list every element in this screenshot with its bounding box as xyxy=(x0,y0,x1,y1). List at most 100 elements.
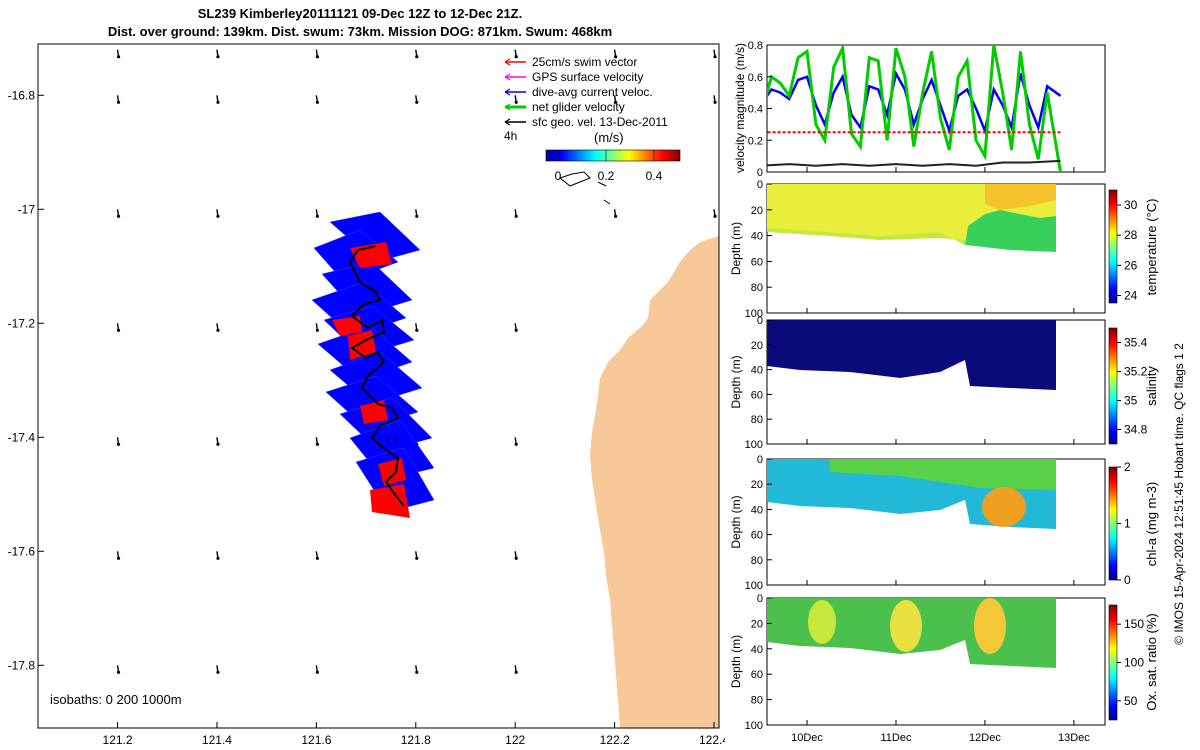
cbar-tick-label: 26 xyxy=(1124,258,1138,272)
time-tick-label: 11Dec xyxy=(880,732,911,744)
current-vector-head xyxy=(514,670,518,674)
legend-extra-label: 4h xyxy=(504,129,517,143)
map-cbar-tick-label: 0.2 xyxy=(598,169,615,183)
figure-title: SL239 Kimberley20111121 09-Dec 12Z to 12… xyxy=(197,6,523,21)
swim-vector-patch xyxy=(370,484,410,518)
map-x-tick-label: 122.2 xyxy=(600,733,630,747)
oxygen-colorbar xyxy=(1108,604,1118,721)
depth-tick-label: 80 xyxy=(751,282,763,294)
current-vector-head xyxy=(514,328,518,332)
cbar-tick-label: 35.4 xyxy=(1124,336,1148,350)
temperature-field-mid xyxy=(767,228,965,245)
legend-label: GPS surface velocity xyxy=(532,70,643,84)
current-vector-head xyxy=(415,328,419,332)
current-vector-head xyxy=(614,214,618,218)
map-x-axis: 121.2 121.4 121.6 121.8 122 122.2 122.4 xyxy=(103,722,725,747)
current-vector-head xyxy=(415,670,419,674)
temperature-cbar-label: temperature (°C) xyxy=(1144,199,1159,296)
cbar-tick-label: 0 xyxy=(1124,573,1131,587)
depth-tick-label: 100 xyxy=(745,439,763,451)
current-vector-head xyxy=(116,670,121,674)
depth-ylabel: Depth (m) xyxy=(729,355,743,408)
velocity-ylabel: velocity magnitude (m/s) xyxy=(733,43,747,173)
velocity-series-line xyxy=(767,159,1061,167)
map-y-tick-label: -16.8 xyxy=(8,88,36,102)
cbar-tick-label: 30 xyxy=(1124,198,1138,212)
current-vector-head xyxy=(216,442,220,446)
current-vector-head xyxy=(116,100,121,104)
cbar-tick-label: 150 xyxy=(1124,617,1144,631)
current-vector-head xyxy=(415,100,419,104)
figure-subtitle: Dist. over ground: 139km. Dist. swum: 73… xyxy=(107,24,613,39)
time-tick-label: 12Dec xyxy=(969,732,1001,744)
time-tick-label: 13Dec xyxy=(1058,732,1090,744)
map-x-tick-label: 122.4 xyxy=(699,733,725,747)
current-vector-head xyxy=(514,100,518,104)
map-x-tick-label: 121.4 xyxy=(202,733,232,747)
current-vector-head xyxy=(415,214,419,218)
salinity-cbar-label: salinity xyxy=(1144,366,1159,406)
map-x-tick-label: 122 xyxy=(505,733,525,747)
swim-vector-patch xyxy=(348,330,376,360)
cbar-tick-label: 100 xyxy=(1124,656,1144,670)
current-vector-head xyxy=(116,214,121,218)
oxygen-panel xyxy=(766,597,1106,726)
cbar-tick-label: 1 xyxy=(1124,517,1131,531)
cbar-tick-label: 28 xyxy=(1124,228,1138,242)
land-mass xyxy=(590,236,719,728)
depth-ylabel: Depth (m) xyxy=(729,222,743,275)
colorbar-units: (m/s) xyxy=(594,130,624,145)
depth-tick-label: 100 xyxy=(745,308,763,320)
cbar-tick-label: 50 xyxy=(1124,694,1138,708)
oxygen-high-2 xyxy=(890,600,922,652)
current-vector-head xyxy=(216,670,220,674)
map-y-tick-label: -17.2 xyxy=(8,316,36,330)
current-vector-head xyxy=(614,100,618,104)
depth-tick-label: 40 xyxy=(751,231,763,243)
velocity-series-line xyxy=(767,45,1062,172)
glider-track xyxy=(348,245,405,507)
legend-arrowhead xyxy=(504,118,511,126)
chla-panel xyxy=(766,458,1106,586)
current-vector-head xyxy=(415,55,419,59)
depth-tick-label: 0 xyxy=(757,179,763,191)
map-y-tick-label: -17.6 xyxy=(8,544,36,558)
depth-tick-label: 40 xyxy=(751,644,763,656)
map-colorbar-ticks: 0 0.2 0.4 xyxy=(555,150,663,183)
chla-cbar-label: chl-a (mg m-3) xyxy=(1144,482,1159,567)
current-vector-head xyxy=(315,556,319,560)
chla-bloom xyxy=(982,487,1026,527)
legend-arrowhead xyxy=(504,58,511,66)
colorbar-ticks: 24 26 28 30 34.8 35 35.2 35.4 0 1 2 50 100 150 xyxy=(1117,198,1148,708)
depth-tick-label: 60 xyxy=(751,256,763,268)
depth-tick-label: 100 xyxy=(745,720,763,732)
depth-tick-label: 0 xyxy=(757,454,763,466)
salinity-panel xyxy=(766,319,1106,445)
current-vector-head xyxy=(315,55,319,59)
current-vector-head xyxy=(415,556,419,560)
depth-tick-label: 60 xyxy=(751,389,763,401)
current-vector-head xyxy=(216,214,220,218)
current-vector-head xyxy=(713,55,717,59)
temperature-field-warm xyxy=(985,184,1056,210)
current-vector-head xyxy=(315,670,319,674)
salinity-field xyxy=(767,320,1056,390)
depth-tick-label: 100 xyxy=(745,580,763,592)
cbar-tick-label: 24 xyxy=(1124,288,1138,302)
salinity-colorbar xyxy=(1108,327,1118,445)
velocity-y-tick-label: 0 xyxy=(757,167,763,179)
current-vector-head xyxy=(315,442,319,446)
temperature-panel xyxy=(766,183,1106,314)
depth-tick-label: 80 xyxy=(751,414,763,426)
map-cbar-tick-label: 0 xyxy=(555,169,562,183)
depth-tick-label: 80 xyxy=(751,695,763,707)
swim-vector-patch xyxy=(332,316,362,336)
depth-tick-label: 0 xyxy=(757,315,763,327)
map-y-tick-label: -17.8 xyxy=(8,658,36,672)
velocity-y-tick-label: 0.6 xyxy=(748,72,763,84)
coastline-inset xyxy=(558,171,611,205)
current-vector-head xyxy=(116,55,121,59)
current-vector-head xyxy=(216,100,220,104)
time-tick-label: 10Dec xyxy=(791,732,823,744)
swim-vector-patch xyxy=(378,458,406,486)
